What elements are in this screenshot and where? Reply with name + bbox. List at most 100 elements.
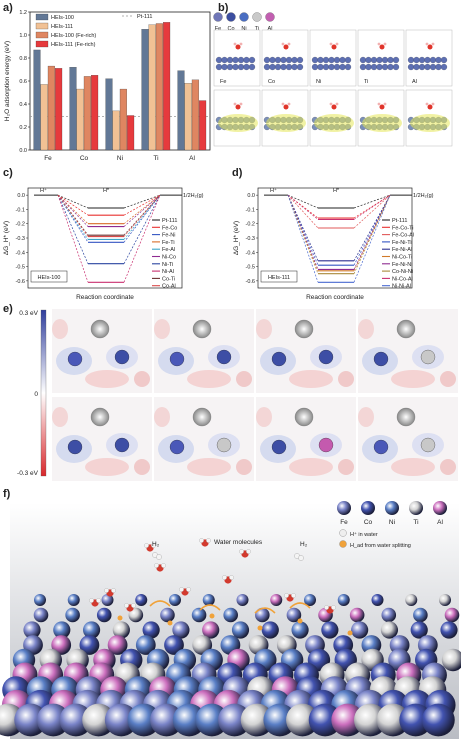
surface-atom: [405, 594, 418, 606]
surface-atom: [104, 703, 138, 737]
slab-atom: [407, 63, 415, 71]
connector-line: [57, 194, 89, 224]
slab-atom: [221, 56, 228, 64]
legend-label: Fe-Ni: [162, 233, 175, 239]
slab-atom: [424, 56, 431, 64]
structure-box: [357, 89, 405, 147]
bar: [177, 70, 185, 151]
hydrogen-atom: [239, 102, 243, 106]
water-hydrogen: [144, 543, 149, 548]
hydrogen-atom: [425, 102, 429, 106]
water-hydrogen: [131, 603, 136, 608]
panel-label-c: c): [3, 167, 13, 179]
legend-label: Pt-111: [392, 218, 407, 224]
legend-label: Fe-Ni-Ni: [392, 262, 412, 268]
legend-label: Ni-Al: [162, 269, 174, 275]
element-legend-sphere: [433, 501, 447, 515]
slab-atom: [333, 63, 341, 71]
connector-line: [57, 194, 89, 209]
slab-atom: [339, 63, 346, 71]
bar: [199, 100, 207, 151]
hydrogen-atom: [287, 42, 291, 46]
structure-panel: Fe Co Ni Ti Al Fe Co Ni Ti Al: [213, 12, 453, 147]
panel-label-f: f): [3, 488, 11, 500]
accumulation-region: [256, 407, 272, 427]
series-tag: HEIs-111: [268, 275, 290, 281]
y-tick-label: 1.2: [19, 10, 27, 16]
charge-isosurface: [410, 114, 450, 132]
connector-line: [287, 194, 319, 220]
panel-label-a: a): [3, 2, 13, 14]
legend-swatch: [35, 31, 49, 39]
surface-atom: [261, 621, 279, 639]
oxygen-atom: [235, 104, 241, 110]
colorbar-max: 0.3 eV: [19, 310, 38, 317]
x-tick-label: Ni: [117, 155, 123, 162]
water-hydrogen: [284, 593, 289, 598]
surface-atom: [195, 703, 229, 737]
hydrogen-atom: [329, 42, 333, 46]
state-label: H⁺: [40, 187, 47, 194]
connector-line: [353, 195, 391, 283]
accumulation-region: [154, 407, 170, 427]
element-legend-sphere: [385, 501, 399, 515]
connector-line: [57, 194, 89, 227]
slab-atom: [269, 56, 276, 64]
surface-atom: [202, 594, 215, 606]
h-ad-atom: [117, 615, 123, 621]
slab-atom: [440, 56, 448, 64]
connector-line: [287, 195, 319, 270]
structure-label: Al: [412, 79, 417, 85]
y-tick-label: -0.4: [246, 250, 255, 256]
x-tick-label: Co: [80, 155, 89, 162]
accumulation-region: [358, 319, 374, 339]
surface-atom: [172, 621, 190, 639]
slab-atom: [328, 56, 335, 64]
slab-atom: [311, 56, 319, 64]
x-axis-label: Reaction coordinate: [306, 294, 364, 301]
slab-atom: [365, 56, 372, 64]
oxygen-atom: [427, 44, 433, 50]
surface-atom: [349, 607, 365, 623]
element-legend-label: Al: [437, 519, 443, 526]
y-tick-label: -0.3: [16, 236, 25, 242]
surface-atom: [286, 607, 302, 623]
h2-atom: [298, 555, 304, 561]
connector-line: [287, 194, 319, 229]
legend-swatch: [35, 22, 49, 30]
connector-line: [123, 194, 161, 237]
surface-atom: [255, 607, 270, 623]
legend-swatch: [35, 13, 49, 21]
slab-atom: [226, 63, 234, 71]
series-tag-box: [260, 270, 298, 283]
x-tick-label: Ti: [153, 155, 158, 162]
accumulation-region: [187, 370, 231, 388]
slab-atom: [344, 56, 352, 64]
h-ad-atom: [297, 618, 303, 624]
metal-sphere: [318, 437, 334, 453]
connector-line: [353, 194, 391, 262]
legend-label: Ni-Ti: [162, 262, 173, 268]
element-legend-sphere: [337, 501, 351, 515]
slab-atom: [376, 63, 383, 71]
slab-atom: [381, 56, 389, 64]
oxygen-atom: [235, 44, 241, 50]
x-axis-label: Reaction coordinate: [76, 294, 134, 301]
slab-atom: [215, 56, 223, 64]
slab-atom: [359, 56, 367, 64]
element-legend-sphere: [252, 12, 262, 22]
legend-label: Fe-Co-Al: [392, 233, 414, 239]
oxygen-atom: [283, 44, 289, 50]
surface-atom: [135, 635, 156, 655]
accumulation-region: [289, 458, 333, 476]
hydrogen-sphere: [294, 407, 314, 427]
slab-atom: [248, 63, 256, 71]
water-hydrogen: [324, 605, 329, 610]
slab-atom: [370, 56, 378, 64]
connector-line: [123, 194, 161, 209]
panel-label-e: e): [3, 303, 13, 315]
structure-label: Ni: [316, 79, 321, 85]
surface-atom: [337, 594, 350, 606]
legend-label: Ni-Co-Al: [392, 276, 413, 282]
slab-atom: [387, 56, 394, 64]
